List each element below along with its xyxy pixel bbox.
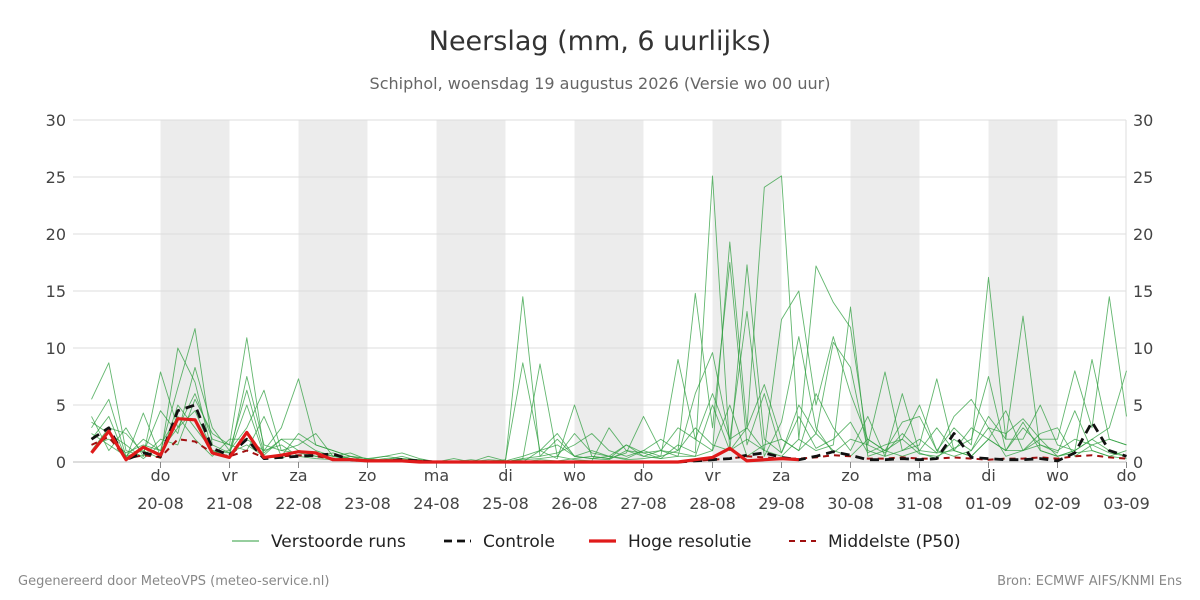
y-tick-label-left: 10 — [46, 339, 66, 358]
y-tick-label-right: 10 — [1133, 339, 1153, 358]
x-tick-day: zo — [841, 466, 859, 485]
y-tick-label-right: 25 — [1133, 168, 1153, 187]
x-tick-day: do — [1117, 466, 1137, 485]
x-tick-date: 31-08 — [896, 494, 943, 513]
x-tick-date: 02-09 — [1034, 494, 1081, 513]
legend-label-high_res: Hoge resolutie — [628, 532, 752, 552]
legend-label-ensemble: Verstoorde runs — [271, 532, 406, 552]
x-tick-day: do — [634, 466, 654, 485]
y-tick-label-left: 5 — [56, 396, 66, 415]
x-tick-day: do — [151, 466, 171, 485]
y-tick-label-right: 30 — [1133, 111, 1153, 130]
x-tick-date: 26-08 — [551, 494, 598, 513]
x-tick-day: ma — [424, 466, 449, 485]
footer-credit: Gegenereerd door MeteoVPS (meteo-service… — [18, 574, 329, 589]
y-tick-label-left: 25 — [46, 168, 66, 187]
y-tick-label-left: 0 — [56, 453, 66, 472]
legend-label-control: Controle — [483, 532, 555, 552]
x-tick-day: vr — [704, 466, 720, 485]
x-tick-day: zo — [358, 466, 376, 485]
x-tick-day: wo — [563, 466, 586, 485]
x-tick-date: 24-08 — [413, 494, 460, 513]
x-tick-day: vr — [221, 466, 237, 485]
x-tick-day: wo — [1046, 466, 1069, 485]
y-tick-label-left: 20 — [46, 225, 66, 244]
x-tick-day: di — [981, 466, 996, 485]
x-tick-date: 21-08 — [206, 494, 253, 513]
x-tick-day: ma — [907, 466, 932, 485]
x-tick-date: 30-08 — [827, 494, 874, 513]
x-tick-date: 28-08 — [689, 494, 736, 513]
y-tick-label-left: 15 — [46, 282, 66, 301]
x-tick-date: 03-09 — [1103, 494, 1150, 513]
x-tick-date: 25-08 — [482, 494, 529, 513]
x-tick-date: 01-09 — [965, 494, 1012, 513]
x-tick-date: 27-08 — [620, 494, 667, 513]
legend-label-median: Middelste (P50) — [828, 532, 961, 552]
y-tick-label-right: 5 — [1133, 396, 1143, 415]
y-tick-label-right: 15 — [1133, 282, 1153, 301]
x-tick-date: 29-08 — [758, 494, 805, 513]
x-tick-day: za — [772, 466, 790, 485]
chart-subtitle: Schiphol, woensdag 19 augustus 2026 (Ver… — [370, 74, 831, 93]
y-tick-label-right: 20 — [1133, 225, 1153, 244]
x-tick-day: za — [289, 466, 307, 485]
x-tick-date: 20-08 — [137, 494, 184, 513]
x-tick-date: 23-08 — [344, 494, 391, 513]
y-tick-label-left: 30 — [46, 111, 66, 130]
footer-source: Bron: ECMWF AIFS/KNMI Ens — [997, 574, 1182, 589]
x-tick-day: di — [498, 466, 513, 485]
x-tick-date: 22-08 — [275, 494, 322, 513]
chart-title: Neerslag (mm, 6 uurlijks) — [429, 26, 771, 57]
